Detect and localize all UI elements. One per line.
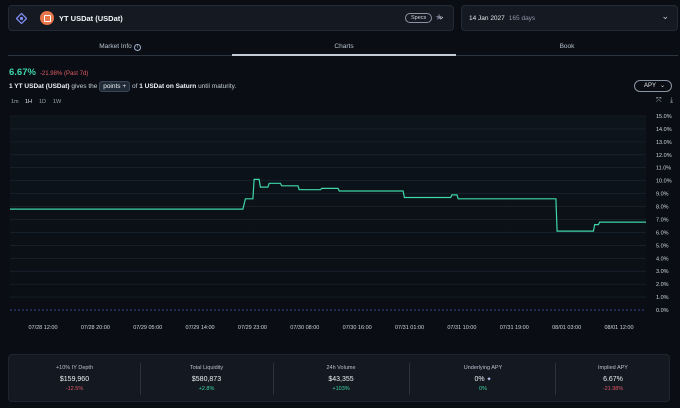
stat-label: Total Liquidity [189,365,224,371]
stat-value: $159,960 [59,376,90,383]
tab-book[interactable]: Book [456,40,678,56]
desc-text: of [130,83,140,90]
chevron-down-icon[interactable]: ⌄ [661,11,669,21]
x-tick-label: 07/29 05:00 [133,325,162,331]
y-tick-label: 4.0% [656,256,669,262]
y-tick-label: 5.0% [656,243,669,249]
x-tick-label: 07/31 01:00 [395,325,424,331]
market-selector[interactable]: YT USDat (USDat) Specs ★ ⌄ [8,5,454,31]
stat-change: 0% [479,386,487,392]
y-tick-label: 6.0% [656,230,669,236]
apy-change: -21.98% (Past 7d) [39,71,89,77]
divider [273,363,274,395]
divider [555,363,556,395]
stat-change: +103% [332,386,350,392]
tab-bar: Market Info i Charts Book [8,40,678,56]
stat-change: -21.98% [602,386,624,392]
x-tick-label: 08/01 03:00 [552,325,581,331]
timeframe-selector: 1m 1H 1D 1W [11,99,67,105]
x-tick-label: 07/28 12:00 [28,325,57,331]
maturity-selector[interactable]: 14 Jan 2027 165 days ⌄ [461,5,678,31]
x-tick-label: 07/28 20:00 [81,325,110,331]
points-badge[interactable]: points + [99,81,131,92]
x-tick-label: 07/30 16:00 [343,325,372,331]
market-name: YT USDat (USDat) [59,14,123,23]
timeframe-1h[interactable]: 1H [25,99,33,105]
stat-value: 6.67% [603,376,623,383]
plot-area [10,116,646,316]
x-tick-label: 07/29 23:00 [238,325,267,331]
days-left: 165 days [508,15,536,22]
tab-charts[interactable]: Charts [232,40,456,56]
stat-iy-depth: +10% IY Depth $159,960 -12.5% [9,355,140,403]
metric-select-value: APY [644,83,657,89]
current-apy: 6.67% [9,67,36,78]
y-tick-label: 2.0% [656,282,669,288]
timeframe-1d[interactable]: 1D [39,99,47,105]
y-tick-label: 8.0% [656,205,669,211]
y-tick-label: 15.0% [656,114,672,120]
stat-label: Implied APY [598,365,628,371]
metric-select[interactable]: APY ⌄ [634,80,672,92]
desc-token: 1 YT USDat (USDat) [9,83,70,90]
timeframe-1m[interactable]: 1m [11,99,19,105]
x-tick-label: 08/01 12:00 [604,325,633,331]
tab-label: Charts [334,43,354,50]
specs-button[interactable]: Specs [405,13,433,23]
desc-text: until maturity. [196,83,237,90]
x-tick-label: 07/31 19:00 [500,325,529,331]
stat-value: $43,355 [328,376,354,383]
app-logo-icon [16,13,27,24]
chevron-down-icon: ⌄ [659,83,665,89]
y-tick-label: 3.0% [656,269,669,275]
timeframe-1w[interactable]: 1W [53,99,62,105]
y-tick-label: 11.0% [656,166,671,172]
maturity-date-value: 14 Jan 2027 [469,15,505,22]
chevron-down-icon[interactable]: ⌄ [437,11,445,21]
crosshair-tool-icon[interactable]: ⤧ [656,97,662,104]
tab-label: Market Info [99,43,132,50]
download-icon[interactable]: ⤓ [670,97,674,104]
y-tick-label: 12.0% [656,153,672,159]
y-tick-label: 9.0% [656,192,669,198]
divider [140,363,141,395]
y-tick-label: 0.0% [656,308,669,314]
stats-bar: +10% IY Depth $159,960 -12.5% Total Liqu… [8,354,670,402]
x-tick-label: 07/31 10:00 [447,325,476,331]
tab-market-info[interactable]: Market Info i [8,40,232,56]
stat-implied-apy: Implied APY 6.67% -21.98% [555,355,671,403]
favorite-star-icon[interactable]: ★ [435,12,444,22]
apy-summary: 6.67% -21.98% (Past 7d) [9,67,88,78]
apy-chart[interactable]: 15.0% 14.0% 13.0% 12.0% 11.0% 10.0% 9.0% 8.0% 7.… [0,108,680,340]
divider [409,363,410,395]
tab-label: Book [559,43,575,50]
stat-label: 24h Volume [326,365,356,371]
desc-text: gives the [69,83,100,90]
y-tick-label: 14.0% [656,127,672,133]
stat-value: $580,873 [191,376,222,383]
token-icon [40,11,54,25]
series-line-apy [10,178,646,232]
desc-underlying: 1 USDat on Saturn [139,83,197,90]
sparkle-icon: ✦ [486,377,492,383]
y-tick-label: 10.0% [656,179,672,185]
stat-value: 0% [474,376,485,383]
x-tick-label: 07/30 08:00 [290,325,319,331]
stat-label: +10% IY Depth [55,365,94,371]
info-icon[interactable]: i [133,44,141,51]
x-tick-label: 07/29 14:00 [186,325,215,331]
stat-value-wrap: 0% ✦ [409,376,557,383]
stat-label: Underlying APY [463,365,503,371]
stat-change: +2.8% [198,386,215,392]
stat-24h-volume: 24h Volume $43,355 +103% [273,355,409,403]
y-tick-label: 7.0% [656,217,669,223]
stat-total-liquidity: Total Liquidity $580,873 +2.8% [140,355,273,403]
y-tick-label: 1.0% [656,295,669,301]
stat-underlying-apy: Underlying APY 0% ✦ 0% [409,355,557,403]
stat-change: -12.5% [65,386,84,392]
y-tick-label: 13.0% [656,140,672,146]
maturity-date: 14 Jan 2027 165 days [469,15,535,22]
yield-description: 1 YT USDat (USDat) gives the points + of… [9,81,236,92]
